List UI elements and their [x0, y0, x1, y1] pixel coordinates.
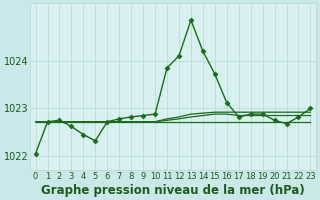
- X-axis label: Graphe pression niveau de la mer (hPa): Graphe pression niveau de la mer (hPa): [41, 184, 305, 197]
